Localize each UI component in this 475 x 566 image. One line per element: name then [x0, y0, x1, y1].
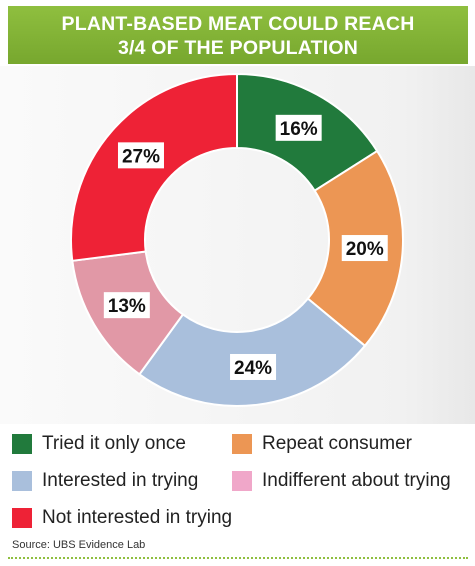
data-label-text: 24% [234, 358, 272, 379]
legend-swatch [232, 471, 252, 491]
data-label-box [117, 142, 164, 169]
data-label: 13% [103, 292, 150, 319]
source-note: Source: UBS Evidence Lab [12, 539, 146, 551]
chart-title-banner: PLANT-BASED MEAT COULD REACH 3/4 OF THE … [8, 6, 468, 64]
legend-swatch [12, 434, 32, 454]
donut-slice-interested-in-trying [138, 297, 367, 407]
data-label-text: 20% [346, 239, 384, 260]
data-label-box [230, 353, 277, 380]
legend-label: Interested in trying [42, 470, 199, 491]
chart-title-line-2: 3/4 OF THE POPULATION [117, 37, 359, 59]
data-label-box [341, 235, 388, 262]
data-label-box [103, 292, 150, 319]
footer-divider [8, 557, 468, 559]
legend-item-tried-once: Tried it only once [12, 432, 186, 456]
legend-swatch [12, 508, 32, 528]
data-label-box [275, 114, 322, 141]
chart-area: 16% 20% 24% 13% 27% [0, 66, 475, 424]
legend-label: Repeat consumer [262, 433, 412, 454]
legend-label: Not interested in trying [42, 507, 233, 528]
data-label-text: 16% [280, 119, 318, 140]
legend-label: Indifferent about trying [262, 470, 451, 491]
data-label: 27% [117, 142, 164, 169]
chart-title-line-1: PLANT-BASED MEAT COULD REACH [61, 13, 415, 35]
donut-chart: 16% 20% 24% 13% 27% [70, 72, 404, 407]
legend-label: Tried it only once [42, 433, 186, 454]
legend-item-interested: Interested in trying [12, 469, 198, 493]
chart-legend: Tried it only once Repeat consumer Inter… [0, 428, 475, 528]
data-label-text: 13% [108, 296, 146, 317]
data-label: 16% [275, 114, 322, 141]
legend-item-not-interested: Not interested in trying [12, 506, 232, 530]
legend-swatch [12, 471, 32, 491]
data-label-text: 27% [122, 146, 160, 167]
legend-item-repeat-consumer: Repeat consumer [232, 432, 412, 456]
legend-item-indifferent: Indifferent about trying [232, 469, 451, 493]
data-label: 20% [341, 235, 388, 262]
data-label: 24% [230, 353, 277, 380]
legend-swatch [232, 434, 252, 454]
